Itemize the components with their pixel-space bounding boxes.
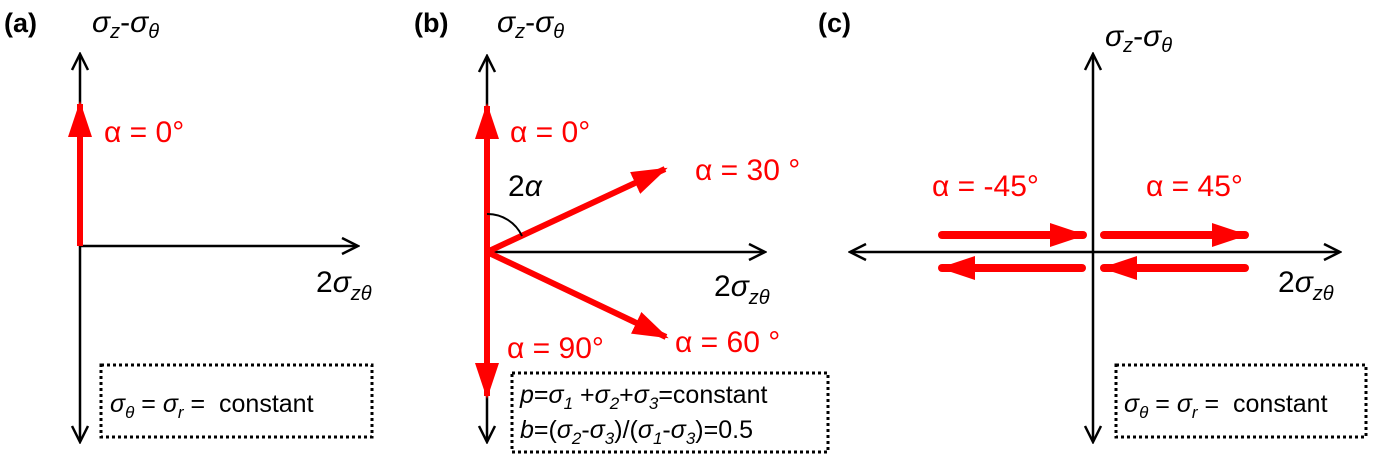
- x-axis-label: 2σzθ: [316, 266, 372, 305]
- stress-vector-alpha-60: [485, 249, 669, 340]
- alpha-0-label: α = 0°: [510, 116, 590, 149]
- alpha-45-label: α = 45°: [1146, 170, 1243, 203]
- panel-b-label: (b): [414, 8, 448, 38]
- alpha-minus-45-label: α = -45°: [932, 170, 1039, 203]
- condition-box: [510, 371, 830, 454]
- angle-arc: [486, 212, 523, 237]
- panel-a: (a) α = 0° σz-σθ 2σzθ σθ = σr = constant: [4, 6, 374, 442]
- alpha-30-label: α = 30 °: [695, 154, 800, 187]
- mean-stress-condition: p=σ1 +σ2+σ3=constant: [519, 381, 767, 413]
- condition-box: [1114, 363, 1368, 439]
- x-axis-label: 2σzθ: [1278, 266, 1334, 305]
- stress-vector-alpha-30: [485, 166, 668, 255]
- y-axis-label: σz-σθ: [92, 6, 159, 43]
- condition-text: σθ = σr = constant: [110, 390, 314, 422]
- y-axis-label: σz-σθ: [497, 6, 564, 43]
- panel-b: (b) 2α α = 0° α = 30 ° α = 60 ° α = 90° …: [414, 6, 830, 454]
- y-axis-label: σz-σθ: [1105, 20, 1172, 57]
- alpha-60-label: α = 60 °: [675, 326, 780, 359]
- panel-a-label: (a): [4, 8, 37, 38]
- x-axis-label: 2σzθ: [714, 270, 770, 309]
- condition-text: σθ = σr = constant: [1124, 390, 1328, 422]
- panel-c: (c) α = -45° α = 45° σz-σθ 2σzθ σθ = σr …: [818, 8, 1368, 442]
- alpha-0-label: α = 0°: [104, 116, 184, 149]
- panel-c-label: (c): [818, 8, 851, 38]
- alpha-90-label: α = 90°: [507, 332, 604, 365]
- condition-box: [99, 363, 374, 439]
- angle-label: 2α: [508, 170, 543, 203]
- b-value-condition: b=(σ2-σ3)/(σ1-σ3)=0.5: [520, 416, 753, 448]
